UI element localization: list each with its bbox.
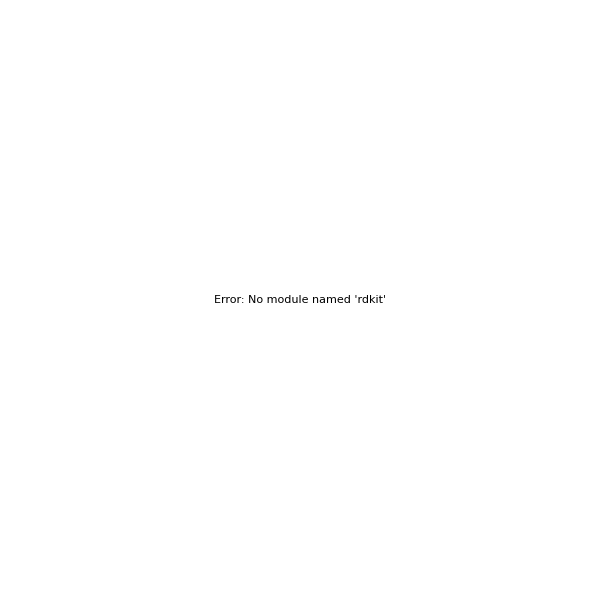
Text: Error: No module named 'rdkit': Error: No module named 'rdkit': [214, 295, 386, 305]
